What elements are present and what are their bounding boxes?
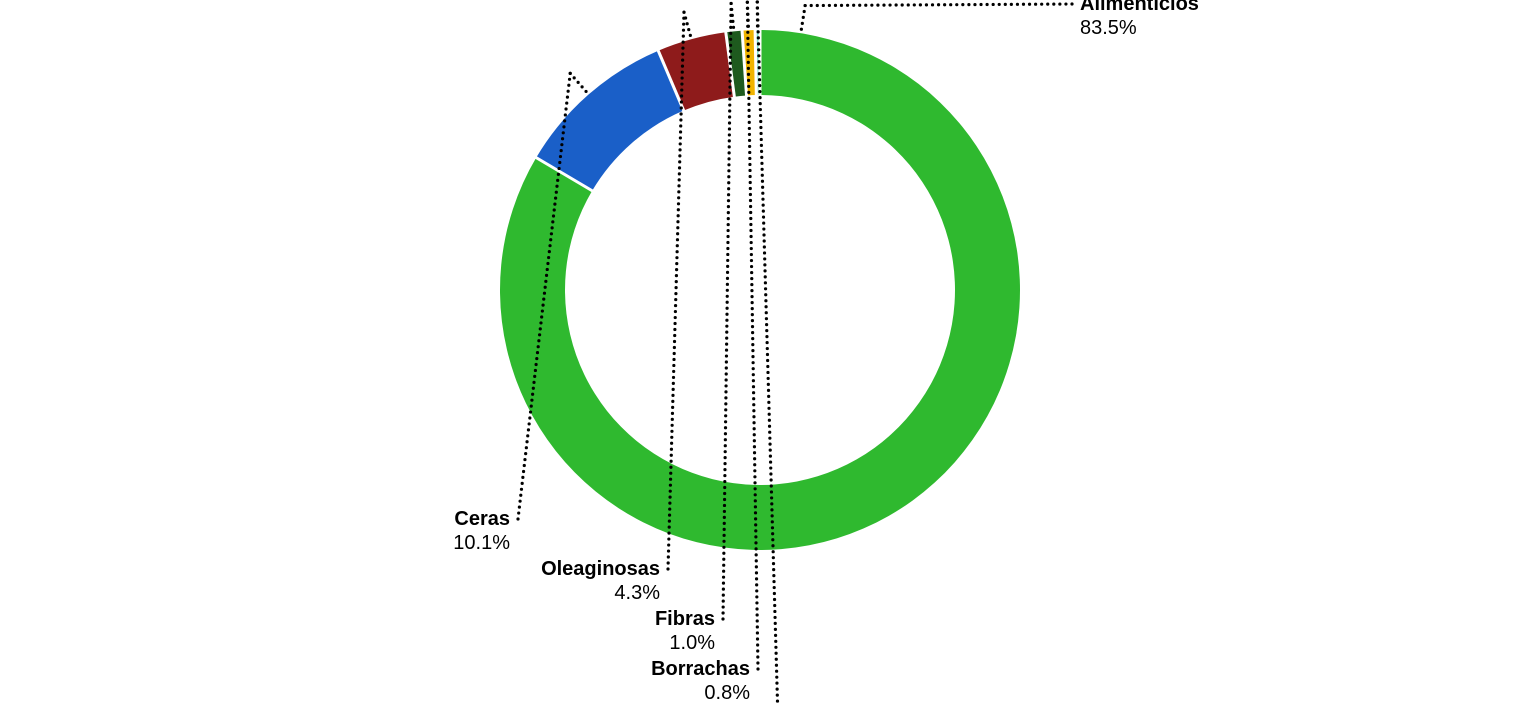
donut-chart: Alimentícios 83.5% Ceras10.1% Oleaginosas4.… [0, 0, 1520, 704]
label-name: Alimentícios [1080, 0, 1199, 15]
label-outros: Outros0.3% [704, 0, 779, 704]
label-value: 1.0% [669, 632, 715, 654]
label-alimentícios: Alimentícios 83.5% [800, 0, 1199, 39]
label-value: 4.3% [614, 582, 660, 604]
label-value: 10.1% [453, 532, 510, 554]
label-value: 0.8% [704, 682, 750, 704]
donut-slices [500, 30, 1020, 550]
label-name: Borrachas [651, 658, 750, 680]
label-name: Fibras [655, 608, 715, 630]
label-name: Oleaginosas [541, 558, 660, 580]
label-name: Ceras [454, 508, 510, 530]
label-value: 83.5% [1080, 17, 1137, 39]
